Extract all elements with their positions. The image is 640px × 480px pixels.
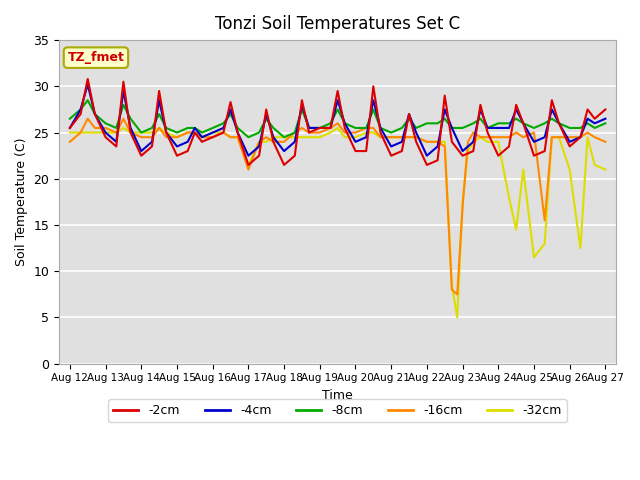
Title: Tonzi Soil Temperatures Set C: Tonzi Soil Temperatures Set C [215,15,460,33]
Text: TZ_fmet: TZ_fmet [67,51,124,64]
X-axis label: Time: Time [323,389,353,402]
Legend: -2cm, -4cm, -8cm, -16cm, -32cm: -2cm, -4cm, -8cm, -16cm, -32cm [108,399,567,422]
Y-axis label: Soil Temperature (C): Soil Temperature (C) [15,138,28,266]
